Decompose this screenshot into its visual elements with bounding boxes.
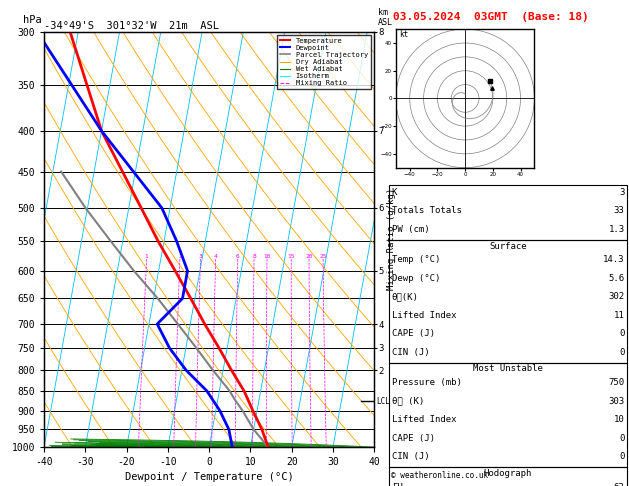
Text: K: K xyxy=(392,188,398,197)
Text: LCL: LCL xyxy=(376,397,390,405)
Text: hPa: hPa xyxy=(23,16,42,25)
Text: Temp (°C): Temp (°C) xyxy=(392,256,440,264)
Text: CIN (J): CIN (J) xyxy=(392,348,430,357)
Text: 6: 6 xyxy=(236,254,240,259)
Text: 10: 10 xyxy=(614,415,625,424)
Text: Totals Totals: Totals Totals xyxy=(392,207,462,215)
Legend: Temperature, Dewpoint, Parcel Trajectory, Dry Adiabat, Wet Adiabat, Isotherm, Mi: Temperature, Dewpoint, Parcel Trajectory… xyxy=(277,35,370,89)
Text: 5.6: 5.6 xyxy=(608,274,625,283)
Text: -34°49'S  301°32'W  21m  ASL: -34°49'S 301°32'W 21m ASL xyxy=(44,21,219,31)
Text: Most Unstable: Most Unstable xyxy=(473,364,543,373)
Text: 0: 0 xyxy=(619,452,625,461)
Text: Lifted Index: Lifted Index xyxy=(392,311,457,320)
Text: 0: 0 xyxy=(619,330,625,338)
Text: 15: 15 xyxy=(287,254,295,259)
Text: 0: 0 xyxy=(619,348,625,357)
Text: Pressure (mb): Pressure (mb) xyxy=(392,378,462,387)
Text: Surface: Surface xyxy=(489,242,526,251)
Text: Hodograph: Hodograph xyxy=(484,469,532,478)
Text: 0: 0 xyxy=(619,434,625,443)
Text: 750: 750 xyxy=(608,378,625,387)
Text: 3: 3 xyxy=(199,254,203,259)
Text: θᴇ (K): θᴇ (K) xyxy=(392,397,424,406)
Text: 10: 10 xyxy=(263,254,270,259)
Text: 03.05.2024  03GMT  (Base: 18): 03.05.2024 03GMT (Base: 18) xyxy=(393,12,589,22)
Text: 2: 2 xyxy=(178,254,182,259)
Text: θᴇ(K): θᴇ(K) xyxy=(392,293,419,301)
X-axis label: Dewpoint / Temperature (°C): Dewpoint / Temperature (°C) xyxy=(125,472,294,483)
Text: 303: 303 xyxy=(608,397,625,406)
Text: 302: 302 xyxy=(608,293,625,301)
Text: CAPE (J): CAPE (J) xyxy=(392,330,435,338)
Y-axis label: Mixing Ratio (g/kg): Mixing Ratio (g/kg) xyxy=(387,188,396,291)
Text: Lifted Index: Lifted Index xyxy=(392,415,457,424)
Text: 8: 8 xyxy=(252,254,256,259)
Text: 33: 33 xyxy=(614,207,625,215)
Text: 20: 20 xyxy=(305,254,313,259)
Text: kt: kt xyxy=(399,31,408,39)
Text: 1.3: 1.3 xyxy=(608,225,625,234)
Text: © weatheronline.co.uk: © weatheronline.co.uk xyxy=(391,471,487,480)
Text: PW (cm): PW (cm) xyxy=(392,225,430,234)
Text: 3: 3 xyxy=(619,188,625,197)
Text: Dewp (°C): Dewp (°C) xyxy=(392,274,440,283)
Text: 25: 25 xyxy=(320,254,327,259)
Text: km
ASL: km ASL xyxy=(377,8,392,27)
Text: 4: 4 xyxy=(214,254,218,259)
Text: 1: 1 xyxy=(145,254,148,259)
Text: CAPE (J): CAPE (J) xyxy=(392,434,435,443)
Text: EH: EH xyxy=(392,483,403,486)
Text: 11: 11 xyxy=(614,311,625,320)
Text: CIN (J): CIN (J) xyxy=(392,452,430,461)
Text: 63: 63 xyxy=(614,483,625,486)
Text: 14.3: 14.3 xyxy=(603,256,625,264)
